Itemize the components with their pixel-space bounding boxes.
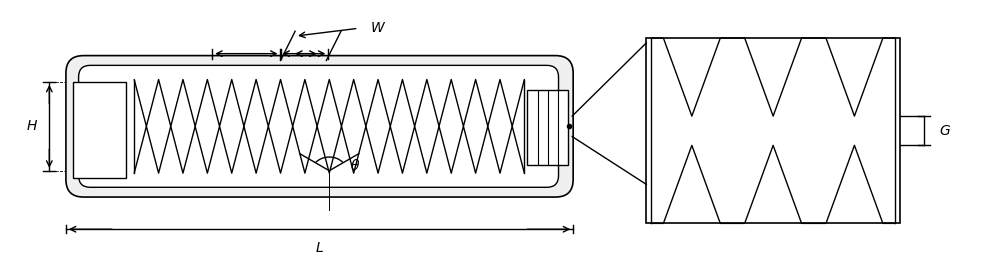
Text: W: W [370,21,384,35]
Bar [527,90,568,165]
Text: L: L [316,241,323,255]
Text: θ: θ [351,159,359,173]
Bar [73,82,126,178]
FancyBboxPatch shape [79,65,559,187]
Text: H: H [27,119,37,133]
Text: G: G [939,124,950,138]
Bar [646,38,900,223]
FancyBboxPatch shape [66,56,573,197]
